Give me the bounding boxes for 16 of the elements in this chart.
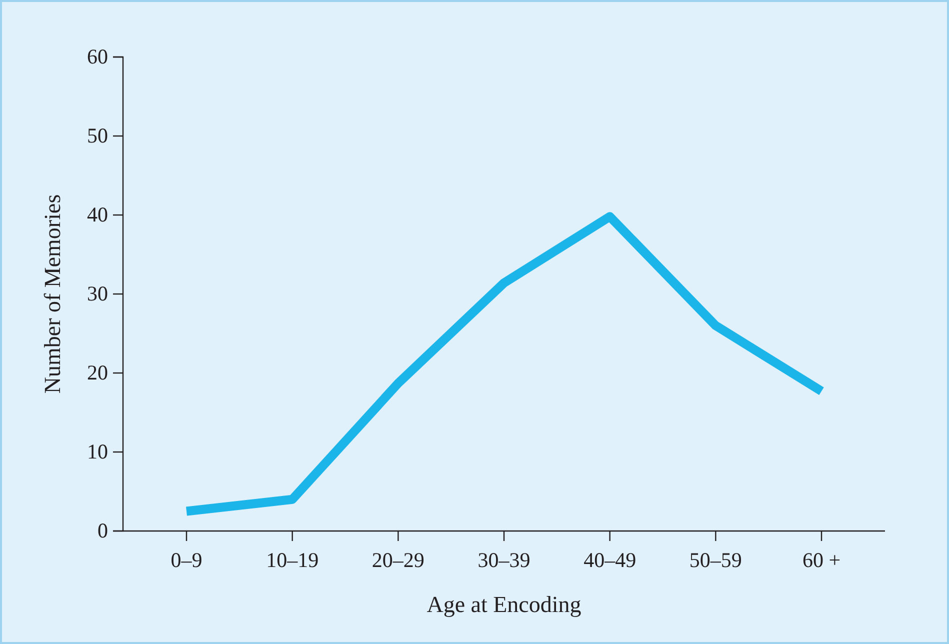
y-tick-label: 0 [98, 518, 108, 543]
x-tick-label: 60 + [802, 548, 841, 572]
y-tick-label: 50 [87, 124, 108, 148]
y-axis-title: Number of Memories [40, 194, 65, 394]
y-tick-label: 10 [87, 440, 108, 464]
y-tick-label: 30 [87, 282, 108, 306]
y-tick-label: 20 [87, 360, 108, 385]
x-tick-label: 30–39 [478, 548, 530, 572]
x-axis-title: Age at Encoding [426, 592, 582, 617]
x-tick-label: 10–19 [266, 548, 319, 572]
x-tick-label: 40–49 [584, 548, 636, 572]
y-tick-label: 40 [87, 202, 108, 227]
x-tick-label: 50–59 [689, 548, 742, 572]
x-tick-label: 0–9 [170, 548, 202, 572]
x-tick-label: 20–29 [372, 548, 424, 572]
y-tick-label: 60 [87, 44, 108, 69]
